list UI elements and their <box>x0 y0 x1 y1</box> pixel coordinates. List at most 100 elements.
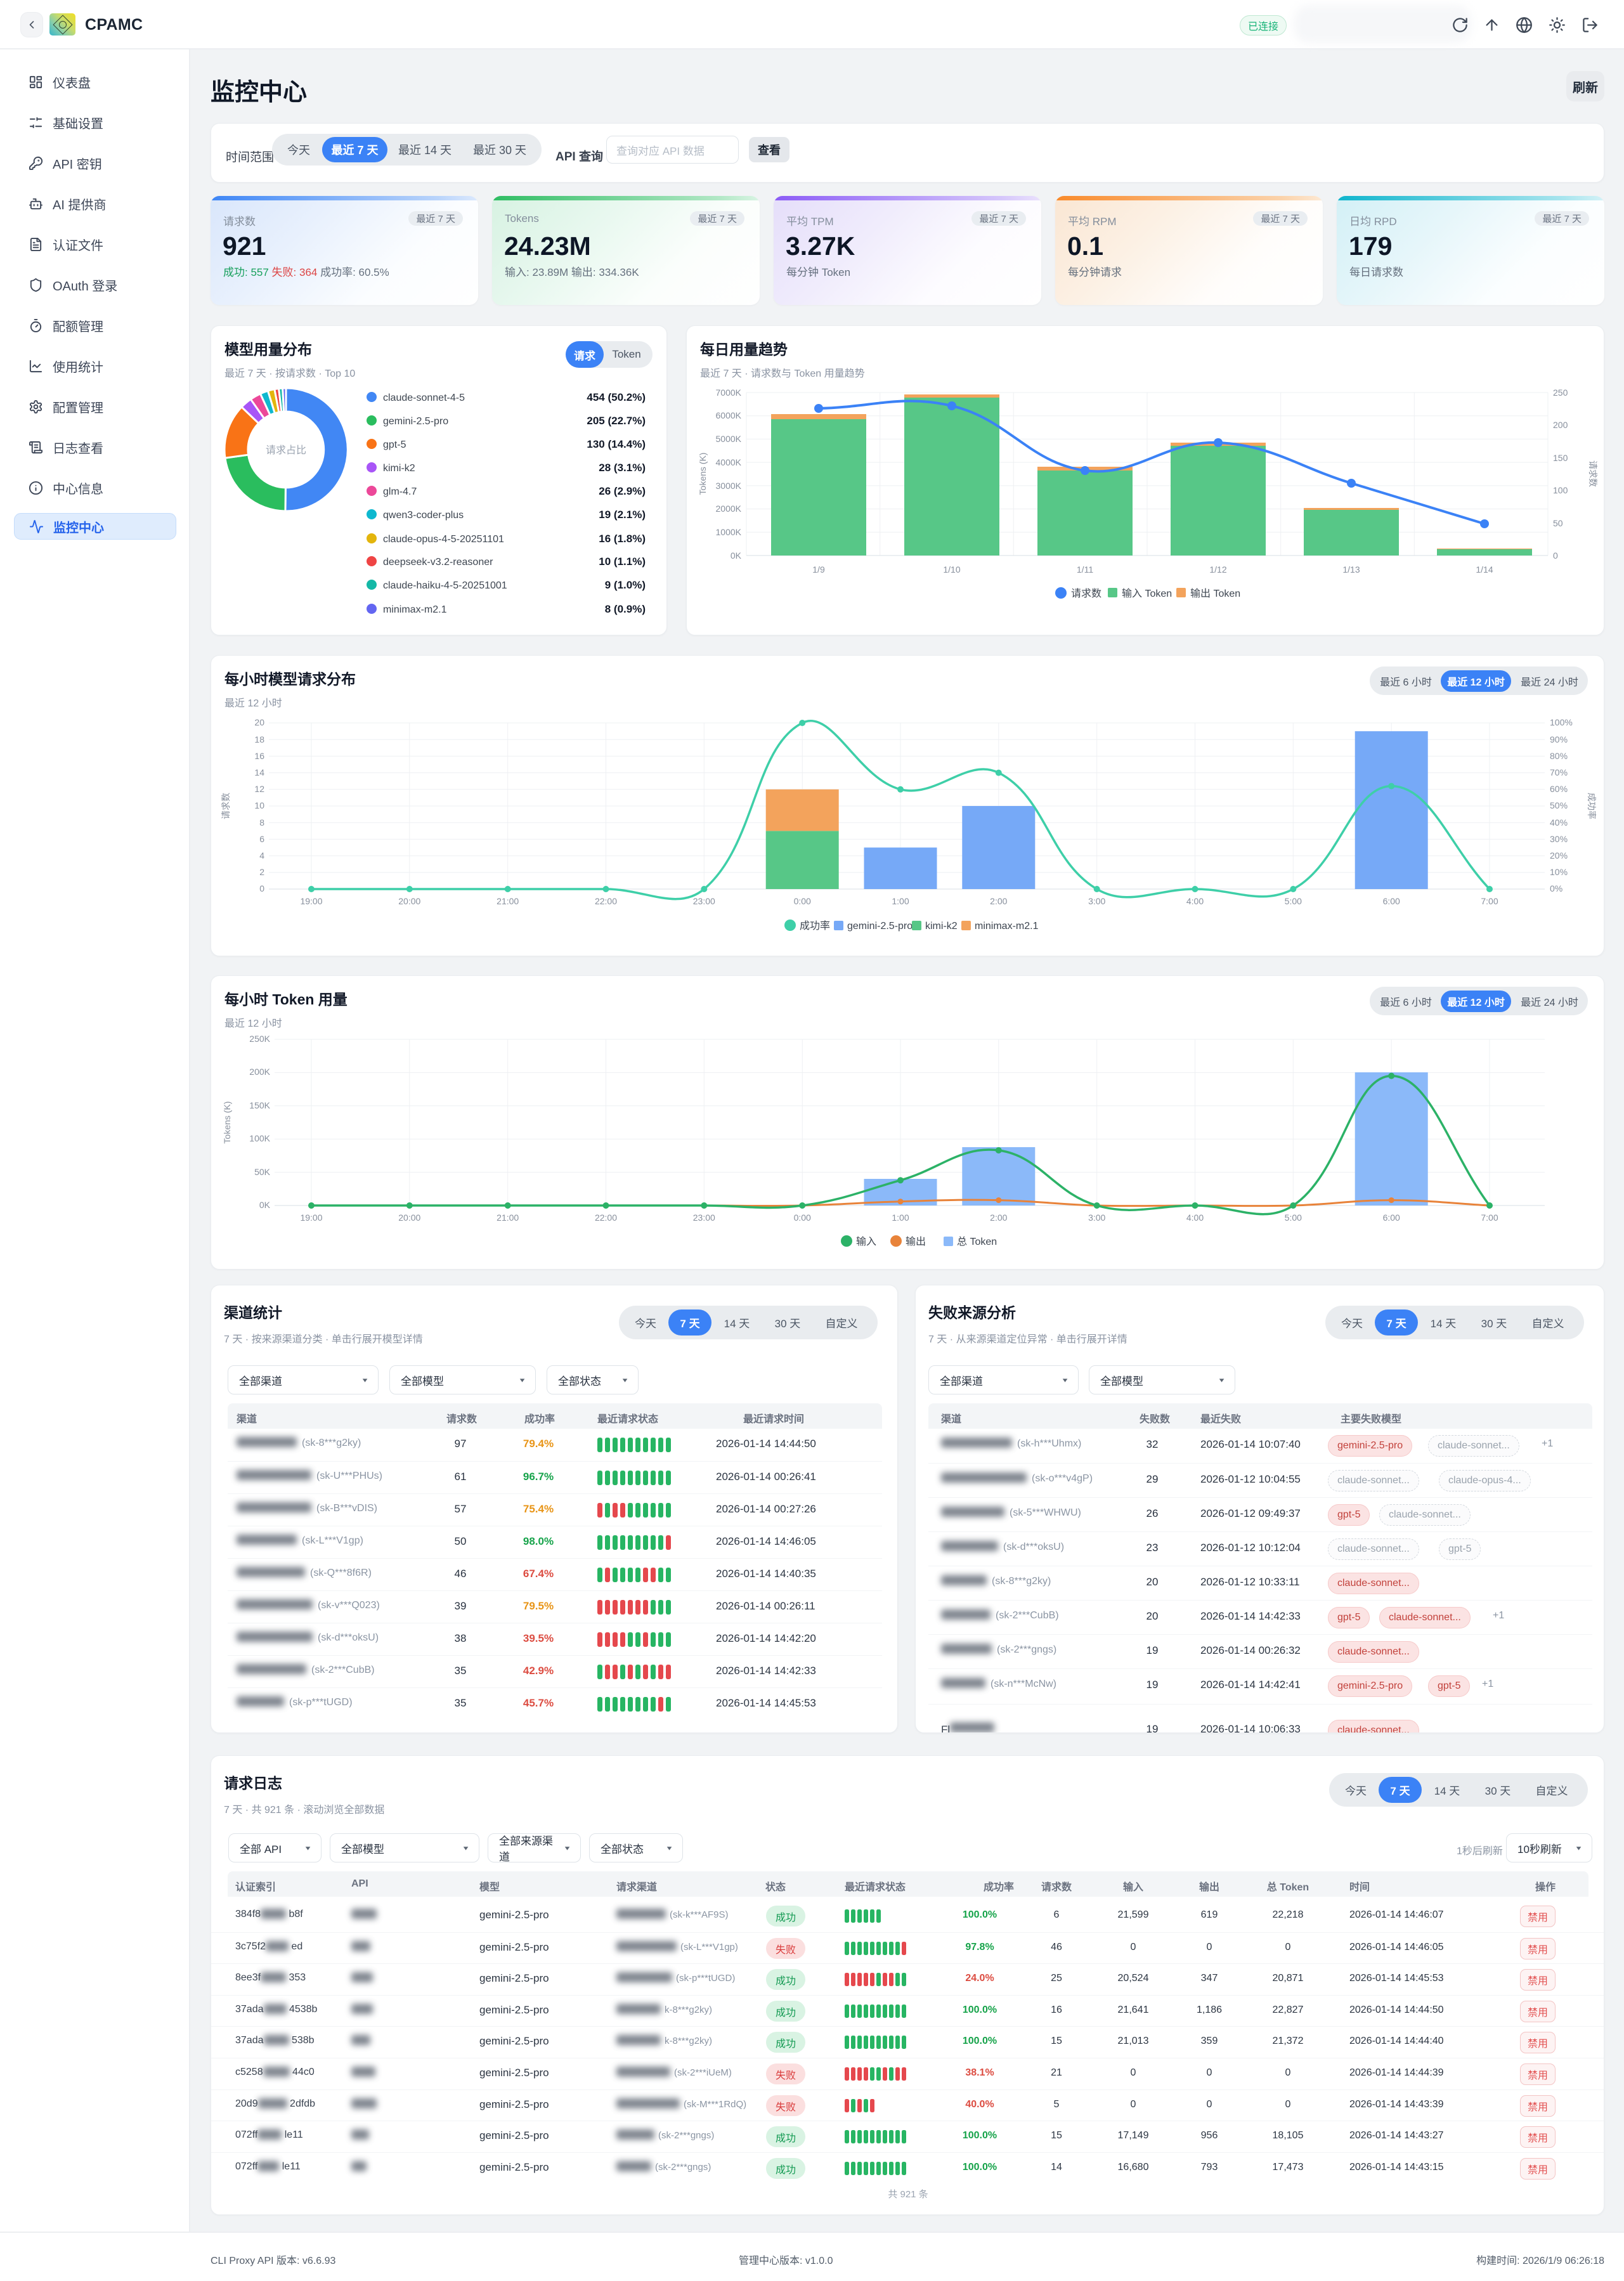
svg-text:成功率: 成功率 <box>1587 793 1597 819</box>
svg-text:250K: 250K <box>249 1034 270 1044</box>
svg-text:40%: 40% <box>1550 817 1568 828</box>
svg-text:1:00: 1:00 <box>892 1212 909 1223</box>
svg-text:1/13: 1/13 <box>1342 564 1360 575</box>
svg-text:输出 Token: 输出 Token <box>1190 588 1240 599</box>
svg-text:0: 0 <box>1553 550 1558 561</box>
svg-text:5:00: 5:00 <box>1285 1212 1302 1223</box>
svg-text:8: 8 <box>259 817 264 828</box>
svg-text:9 (1.0%): 9 (1.0%) <box>605 579 646 591</box>
svg-text:28 (3.1%): 28 (3.1%) <box>599 462 646 474</box>
svg-text:6: 6 <box>259 834 264 844</box>
svg-text:100: 100 <box>1553 485 1568 495</box>
svg-text:1:00: 1:00 <box>892 896 909 906</box>
svg-text:Tokens (K): Tokens (K) <box>698 453 708 495</box>
svg-text:0K: 0K <box>731 550 742 561</box>
svg-text:1000K: 1000K <box>716 527 742 537</box>
svg-text:0%: 0% <box>1550 883 1562 894</box>
svg-text:20%: 20% <box>1550 850 1568 861</box>
svg-text:kimi-k2: kimi-k2 <box>383 463 415 474</box>
svg-text:2: 2 <box>259 867 264 877</box>
svg-text:输入 Token: 输入 Token <box>1122 588 1172 599</box>
svg-text:成功率: 成功率 <box>800 920 830 932</box>
svg-text:总 Token: 总 Token <box>957 1236 997 1247</box>
svg-text:21:00: 21:00 <box>497 1212 519 1223</box>
svg-text:19:00: 19:00 <box>300 896 322 906</box>
svg-text:7:00: 7:00 <box>1481 1212 1498 1223</box>
svg-text:kimi-k2: kimi-k2 <box>925 921 958 932</box>
svg-text:0K: 0K <box>259 1200 271 1210</box>
svg-text:21:00: 21:00 <box>497 896 519 906</box>
svg-text:4:00: 4:00 <box>1186 896 1204 906</box>
svg-text:16 (1.8%): 16 (1.8%) <box>599 533 646 545</box>
svg-text:130 (14.4%): 130 (14.4%) <box>587 438 646 450</box>
svg-text:请求数: 请求数 <box>221 793 231 819</box>
svg-text:50K: 50K <box>254 1167 271 1177</box>
svg-text:4:00: 4:00 <box>1186 1212 1204 1223</box>
svg-text:1/10: 1/10 <box>943 564 960 575</box>
svg-text:205 (22.7%): 205 (22.7%) <box>587 415 646 427</box>
svg-text:80%: 80% <box>1550 751 1568 761</box>
svg-text:请求数: 请求数 <box>1588 460 1598 487</box>
svg-text:2:00: 2:00 <box>990 896 1007 906</box>
svg-text:1/14: 1/14 <box>1476 564 1493 575</box>
svg-text:请求数: 请求数 <box>1071 588 1101 599</box>
svg-text:26 (2.9%): 26 (2.9%) <box>599 485 646 497</box>
svg-text:50%: 50% <box>1550 800 1568 810</box>
svg-text:0:00: 0:00 <box>794 1212 811 1223</box>
svg-text:19 (2.1%): 19 (2.1%) <box>599 509 646 521</box>
svg-text:14: 14 <box>254 767 264 777</box>
svg-text:18: 18 <box>254 734 264 744</box>
svg-text:claude-haiku-4-5-20251001: claude-haiku-4-5-20251001 <box>383 580 507 591</box>
svg-text:150: 150 <box>1553 453 1568 463</box>
svg-text:60%: 60% <box>1550 784 1568 794</box>
svg-text:Tokens (K): Tokens (K) <box>222 1102 232 1144</box>
svg-text:10: 10 <box>254 800 264 810</box>
svg-text:10%: 10% <box>1550 867 1568 877</box>
svg-text:输出: 输出 <box>906 1236 926 1247</box>
svg-text:6:00: 6:00 <box>1383 896 1400 906</box>
svg-text:6000K: 6000K <box>716 410 742 420</box>
svg-text:qwen3-coder-plus: qwen3-coder-plus <box>383 510 464 521</box>
svg-text:gemini-2.5-pro: gemini-2.5-pro <box>847 921 913 932</box>
svg-text:4: 4 <box>259 850 264 861</box>
svg-text:12: 12 <box>254 784 264 794</box>
svg-text:23:00: 23:00 <box>693 896 715 906</box>
svg-text:30%: 30% <box>1550 834 1568 844</box>
svg-text:23:00: 23:00 <box>693 1212 715 1223</box>
svg-text:100K: 100K <box>249 1133 270 1143</box>
svg-text:3:00: 3:00 <box>1088 1212 1105 1223</box>
svg-text:0: 0 <box>259 883 264 894</box>
svg-text:输入: 输入 <box>856 1236 876 1247</box>
svg-text:2000K: 2000K <box>716 504 742 514</box>
svg-text:gpt-5: gpt-5 <box>383 439 406 450</box>
svg-text:7:00: 7:00 <box>1481 896 1498 906</box>
svg-text:19:00: 19:00 <box>300 1212 322 1223</box>
svg-text:16: 16 <box>254 751 264 761</box>
svg-text:20: 20 <box>254 717 264 727</box>
svg-text:50: 50 <box>1553 518 1563 528</box>
svg-text:minimax-m2.1: minimax-m2.1 <box>383 604 447 615</box>
svg-text:22:00: 22:00 <box>595 1212 617 1223</box>
svg-text:22:00: 22:00 <box>595 896 617 906</box>
svg-text:1/9: 1/9 <box>812 564 825 575</box>
svg-text:20:00: 20:00 <box>398 1212 420 1223</box>
svg-text:90%: 90% <box>1550 734 1568 744</box>
svg-text:1/12: 1/12 <box>1209 564 1226 575</box>
svg-text:150K: 150K <box>249 1100 270 1110</box>
svg-text:8 (0.9%): 8 (0.9%) <box>605 603 646 615</box>
svg-text:3:00: 3:00 <box>1088 896 1105 906</box>
svg-text:6:00: 6:00 <box>1383 1212 1400 1223</box>
svg-text:70%: 70% <box>1550 767 1568 777</box>
svg-text:10 (1.1%): 10 (1.1%) <box>599 556 646 568</box>
svg-text:5000K: 5000K <box>716 434 742 444</box>
svg-text:claude-opus-4-5-20251101: claude-opus-4-5-20251101 <box>383 534 504 545</box>
svg-text:200: 200 <box>1553 420 1568 430</box>
svg-text:1/11: 1/11 <box>1077 564 1093 575</box>
svg-text:7000K: 7000K <box>716 387 742 398</box>
svg-text:deepseek-v3.2-reasoner: deepseek-v3.2-reasoner <box>383 557 493 568</box>
svg-text:gemini-2.5-pro: gemini-2.5-pro <box>383 416 448 427</box>
svg-text:0:00: 0:00 <box>794 896 811 906</box>
svg-text:5:00: 5:00 <box>1285 896 1302 906</box>
svg-text:2:00: 2:00 <box>990 1212 1007 1223</box>
svg-text:glm-4.7: glm-4.7 <box>383 486 417 497</box>
